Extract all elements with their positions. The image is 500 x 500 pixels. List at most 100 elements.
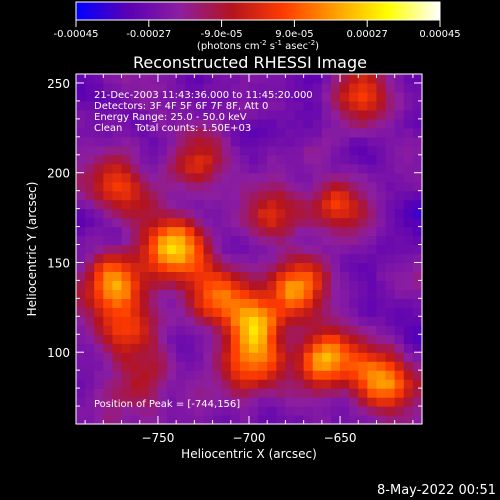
heatmap-cell [367, 190, 378, 201]
heatmap-cell [139, 370, 150, 380]
heatmap-cell [312, 334, 323, 344]
heatmap-cell [203, 100, 214, 111]
heatmap-cell [148, 217, 159, 228]
heatmap-cell [148, 388, 159, 398]
heatmap-cell [412, 163, 423, 174]
heatmap-cell [212, 226, 223, 237]
heatmap-cell [385, 334, 396, 344]
heatmap-cell [157, 145, 168, 156]
heatmap-cell [194, 334, 205, 344]
heatmap-cell [285, 136, 296, 147]
heatmap-cell [185, 289, 195, 299]
heatmap-cell [249, 136, 259, 147]
heatmap-cell [376, 307, 387, 317]
peak-position-label: Position of Peak = [-744,156] [94, 399, 240, 410]
heatmap-cell [239, 298, 250, 308]
heatmap-cell [294, 262, 305, 273]
heatmap-cell [267, 406, 277, 416]
heatmap-cell [358, 109, 368, 120]
heatmap-cell [212, 100, 223, 111]
heatmap-cell [76, 298, 86, 308]
heatmap-cell [385, 370, 396, 380]
heatmap-cell [330, 406, 341, 416]
heatmap-cell [394, 397, 405, 407]
heatmap-cell [385, 100, 396, 111]
heatmap-cell [394, 145, 405, 156]
heatmap-cell [221, 172, 232, 183]
heatmap-cell [103, 316, 114, 326]
heatmap-cell [312, 307, 323, 317]
heatmap-cell [239, 181, 250, 192]
y-tick-label: 250 [47, 77, 70, 91]
heatmap-cell [258, 406, 268, 416]
heatmap-cell [340, 253, 350, 264]
heatmap-cell [112, 91, 123, 102]
heatmap-cell [139, 334, 150, 344]
heatmap-cell [157, 109, 168, 120]
heatmap-cell [267, 172, 277, 183]
heatmap-cell [230, 325, 241, 335]
heatmap-cell [258, 352, 268, 362]
heatmap-cell [412, 199, 423, 210]
heatmap-cell [312, 271, 323, 282]
heatmap-cell [330, 415, 341, 425]
heatmap-cell [294, 307, 305, 317]
heatmap-cell [367, 172, 378, 183]
heatmap-cell [130, 262, 141, 273]
heatmap-cell [349, 74, 359, 84]
heatmap-cell [312, 100, 323, 111]
heatmap-cell [139, 244, 150, 255]
heatmap-cell [258, 199, 268, 210]
heatmap-cell [157, 136, 168, 147]
heatmap-cell [312, 343, 323, 353]
heatmap-cell [349, 397, 359, 407]
heatmap-cell [258, 343, 268, 353]
heatmap-cell [267, 343, 277, 353]
heatmap-cell [94, 109, 104, 120]
heatmap-cell [212, 370, 223, 380]
heatmap-cell [130, 334, 141, 344]
heatmap-cell [321, 262, 332, 273]
heatmap-cell [185, 235, 195, 246]
heatmap-cell [258, 289, 268, 299]
heatmap-cell [303, 370, 314, 380]
heatmap-cell [139, 127, 150, 138]
heatmap-cell [203, 154, 214, 165]
heatmap-cell [285, 199, 296, 210]
heatmap-cell [76, 397, 86, 407]
heatmap-cell [349, 163, 359, 174]
heatmap-cell [285, 316, 296, 326]
heatmap-cell [321, 91, 332, 102]
heatmap-cell [176, 253, 186, 264]
heatmap-cell [258, 307, 268, 317]
heatmap-cell [103, 325, 114, 335]
heatmap-cell [258, 235, 268, 246]
heatmap-cell [267, 217, 277, 228]
heatmap-cell [157, 280, 168, 290]
heatmap-cell [358, 235, 368, 246]
heatmap-cell [312, 352, 323, 362]
heatmap-cell [276, 343, 287, 353]
heatmap-cell [312, 289, 323, 299]
heatmap-cell [249, 406, 259, 416]
heatmap-cell [412, 298, 423, 308]
heatmap-cell [130, 199, 141, 210]
heatmap-cell [139, 145, 150, 156]
heatmap-cell [230, 226, 241, 237]
heatmap-cell [94, 127, 104, 138]
heatmap-cell [185, 199, 195, 210]
heatmap-cell [157, 298, 168, 308]
timestamp: 8-May-2022 00:51 [377, 483, 496, 498]
heatmap-cell [394, 361, 405, 371]
heatmap-cell [76, 415, 86, 425]
heatmap-cell [412, 253, 423, 264]
heatmap-cell [121, 127, 132, 138]
heatmap-cell [294, 74, 305, 84]
heatmap-cell [221, 217, 232, 228]
heatmap-cell [85, 172, 95, 183]
heatmap-cell [239, 352, 250, 362]
heatmap-cell [221, 118, 232, 129]
heatmap-cell [376, 406, 387, 416]
heatmap-cell [85, 136, 95, 147]
heatmap-cell [185, 244, 195, 255]
